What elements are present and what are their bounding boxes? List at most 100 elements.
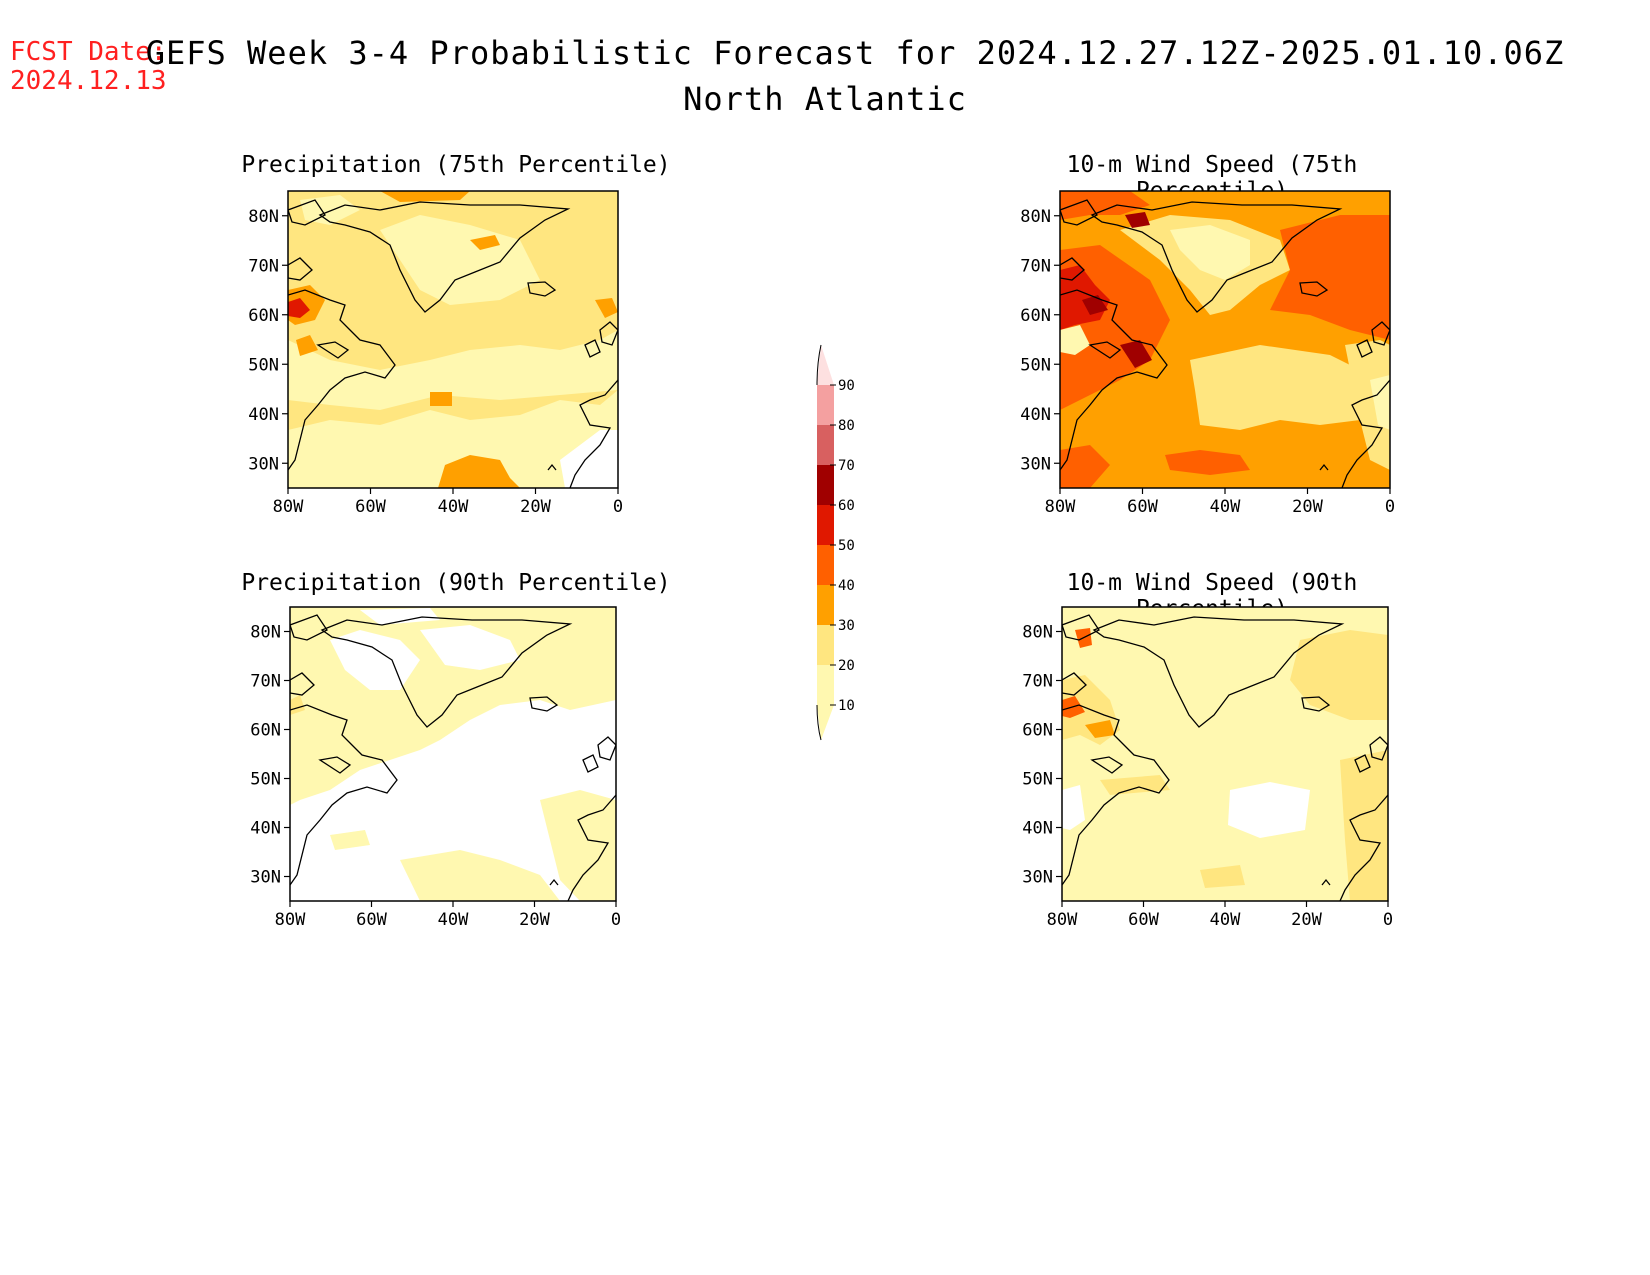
lat-tick-label: 60N <box>1022 721 1053 741</box>
field-low-arctic <box>300 195 360 225</box>
panel-title-precip-90: Precipitation (90th Percentile) <box>241 570 671 596</box>
main-title: GEFS Week 3-4 Probabilistic Forecast for… <box>145 34 1565 72</box>
colorbar-extend-high-edge <box>816 344 822 386</box>
lat-tick-label: 60N <box>250 721 281 741</box>
field-mid-south <box>1200 865 1245 888</box>
field-low-south <box>400 850 560 901</box>
lon-tick-label: 40W <box>1210 497 1241 517</box>
panel-title-precip-75: Precipitation (75th Percentile) <box>241 152 671 178</box>
colorbar-extend-low <box>817 705 834 740</box>
lat-tick-label: 80N <box>1020 207 1051 227</box>
lat-tick-label: 30N <box>248 454 279 474</box>
colorbar-label: 70 <box>838 458 855 474</box>
lon-tick-label: 0 <box>613 497 623 517</box>
lat-tick-label: 50N <box>250 770 281 790</box>
field-high-south <box>1165 450 1250 475</box>
colorbar-label: 20 <box>838 658 855 674</box>
lat-tick-label: 40N <box>1020 405 1051 425</box>
colorbar-swatch <box>817 625 834 665</box>
field-high-patch <box>470 235 500 250</box>
field-none-central <box>1228 782 1310 838</box>
lat-tick-label: 80N <box>1022 623 1053 643</box>
coastlines-wind-90 <box>1062 614 1388 901</box>
colorbar-label: 60 <box>838 498 855 514</box>
field-high-patch <box>296 335 318 356</box>
lat-tick-label: 40N <box>248 405 279 425</box>
lon-tick-label: 80W <box>1045 497 1076 517</box>
lat-tick-label: 60N <box>248 306 279 326</box>
field-none-patch <box>470 755 495 780</box>
field-none-arctic <box>360 608 440 625</box>
lat-tick-label: 40N <box>250 819 281 839</box>
field-high-south <box>438 455 520 488</box>
field-low-iberia <box>540 790 616 901</box>
field-high-north <box>1060 191 1150 220</box>
field-peak-arctic <box>1125 212 1150 228</box>
colorbar-label: 80 <box>838 418 855 434</box>
field-low-mid <box>288 330 618 410</box>
lat-tick-label: 50N <box>1020 355 1051 375</box>
fcst-date: FCST Date: 2024.12.13 <box>10 38 167 96</box>
lon-tick-label: 0 <box>1383 910 1393 930</box>
region-subtitle: North Atlantic <box>683 80 967 118</box>
field-mid-patch <box>290 695 305 715</box>
coastlines-wind-75 <box>1060 199 1390 488</box>
lon-tick-label: 0 <box>1385 497 1395 517</box>
lat-tick-label: 30N <box>250 868 281 888</box>
lon-tick-label: 60W <box>1128 910 1159 930</box>
colorbar-extend-low-edge <box>816 704 822 741</box>
colorbar-label: 90 <box>838 378 855 394</box>
field-none-greenland-east <box>420 625 520 670</box>
lon-tick-label: 40W <box>438 497 469 517</box>
field-peak-labrador <box>1082 295 1108 315</box>
lat-tick-label: 70N <box>1022 672 1053 692</box>
colorbar-swatch <box>817 385 834 425</box>
colorbar-extend-high <box>817 345 834 385</box>
field-max-labrador <box>288 298 310 318</box>
axis-labels: 80N 70N 60N 50N 40N 30N 80W 60W 40W 20W 0 80N 70N 60N… <box>248 207 1395 930</box>
lon-tick-label: 0 <box>611 910 621 930</box>
lon-tick-label: 20W <box>519 910 550 930</box>
field-low-europe <box>1370 375 1390 430</box>
colorbar-swatch <box>817 465 834 505</box>
field-high-patch <box>430 392 452 406</box>
field-max-labrador <box>1060 265 1110 330</box>
lon-tick-label: 80W <box>273 497 304 517</box>
lat-tick-label: 80N <box>248 207 279 227</box>
coastlines-precip-75 <box>288 199 618 488</box>
colorbar-label: 40 <box>838 578 855 594</box>
figure-title: GEFS Week 3-4 Probabilistic Forecast for… <box>0 34 1650 118</box>
field-none-iberia <box>560 430 618 488</box>
lat-tick-label: 80N <box>250 623 281 643</box>
lat-tick-label: 50N <box>248 355 279 375</box>
field-low-south <box>288 390 618 488</box>
field-mid-central <box>1190 345 1370 430</box>
field-mid-patch <box>1100 775 1170 795</box>
map-wind-90 <box>1062 607 1388 901</box>
lon-tick-label: 60W <box>1127 497 1158 517</box>
colorbar-label: 50 <box>838 538 855 554</box>
field-mid-europe <box>1345 340 1390 470</box>
fcst-date-label: FCST Date: <box>10 37 167 67</box>
field-high-patch <box>595 298 618 318</box>
lat-tick-label: 70N <box>248 256 279 276</box>
lat-tick-label: 70N <box>1020 256 1051 276</box>
field-low-greenland <box>1170 225 1250 280</box>
lon-tick-label: 80W <box>275 910 306 930</box>
colorbar-swatch <box>817 665 834 705</box>
colorbar: 10 20 30 40 50 60 70 80 90 <box>816 344 855 741</box>
colorbar-label: 10 <box>838 698 855 714</box>
lat-tick-label: 30N <box>1022 868 1053 888</box>
field-high-north <box>380 191 470 202</box>
lat-tick-label: 50N <box>1022 770 1053 790</box>
lon-tick-label: 60W <box>356 910 387 930</box>
map-precip-75 <box>288 191 618 488</box>
field-high-east <box>1270 215 1390 340</box>
field-low-coast <box>1060 325 1090 355</box>
lon-tick-label: 40W <box>438 910 469 930</box>
coastlines-precip-90 <box>290 614 616 901</box>
lon-tick-label: 80W <box>1047 910 1078 930</box>
field-low-greenland <box>380 215 540 305</box>
field-high-southwest <box>1060 445 1110 488</box>
lat-tick-label: 70N <box>250 672 281 692</box>
